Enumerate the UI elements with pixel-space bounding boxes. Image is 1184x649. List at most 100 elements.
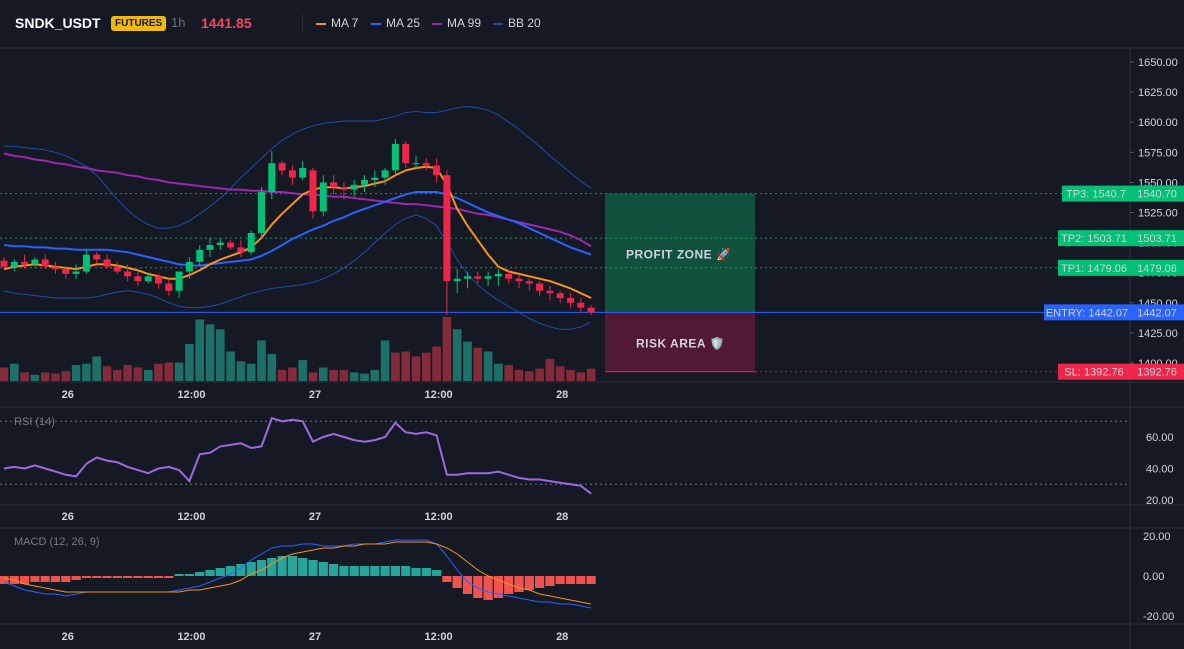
macd-histogram-bar — [0, 576, 9, 584]
macd-histogram-bar — [318, 562, 328, 576]
volume-bar — [360, 373, 369, 381]
macd-histogram-bar — [308, 560, 318, 576]
macd-histogram-bar — [236, 564, 246, 576]
volume-bar — [525, 371, 534, 381]
time-axis-label: 12:00 — [177, 631, 205, 643]
volume-bar — [514, 369, 524, 381]
level-tag-label: TP2: 1503.71 — [1061, 233, 1127, 245]
volume-bar — [226, 351, 235, 381]
volume-bar — [555, 366, 565, 381]
volume-bar — [288, 367, 297, 381]
volume-bar — [422, 352, 431, 381]
level-tag-label: SL: 1392.76 — [1064, 367, 1123, 379]
candle-body — [433, 165, 441, 176]
level-tag-box — [1058, 259, 1130, 276]
candle-body — [21, 261, 29, 265]
candle-body — [361, 179, 368, 185]
volume-bar — [494, 363, 503, 381]
risk-zone-label: RISK AREA 🛡️ — [636, 336, 725, 350]
legend-ma99[interactable]: MA 99 — [432, 16, 481, 30]
macd-histogram-bar — [524, 576, 534, 590]
candle-body — [515, 278, 523, 282]
volume-bar — [452, 329, 462, 381]
volume-bar — [10, 363, 19, 381]
volume-bar — [267, 353, 277, 381]
candle-body — [330, 182, 338, 188]
level-tag-box — [1058, 363, 1130, 380]
candle-body — [546, 290, 554, 294]
volume-bar — [61, 371, 71, 381]
level-tag-label: ENTRY: 1442.07 — [1046, 307, 1128, 319]
legend-bb20[interactable]: BB 20 — [493, 16, 541, 30]
bollinger-upper-band — [4, 105, 592, 229]
price-tick-label: 1575.00 — [1138, 147, 1178, 159]
interval-selector[interactable]: 1h — [171, 15, 186, 30]
candle-body — [474, 276, 482, 279]
candle-body — [340, 187, 348, 190]
candle-body — [505, 273, 513, 279]
macd-histogram-bar — [246, 562, 256, 576]
macd-histogram-bar — [462, 576, 473, 594]
level-price-label: 1442.07 — [1137, 307, 1177, 319]
level-tag-label: TP1: 1479.06 — [1061, 263, 1127, 275]
ma99-swatch — [432, 22, 442, 25]
candle-body — [227, 242, 235, 248]
macd-tick-label: -20.00 — [1143, 611, 1174, 623]
volume-bar — [411, 356, 421, 381]
macd-histogram-bar — [565, 576, 576, 584]
volume-bar — [257, 340, 266, 381]
volume-bar — [391, 352, 400, 381]
volume-bar — [380, 340, 390, 381]
candle-body — [278, 163, 286, 171]
candle-body — [247, 232, 255, 253]
macd-signal-line — [3, 541, 592, 605]
legend-ma7[interactable]: MA 7 — [316, 16, 358, 30]
candle-body — [165, 283, 173, 291]
macd-histogram-bar — [195, 572, 205, 576]
bollinger-lower-band — [3, 214, 592, 330]
candle-body — [72, 271, 80, 274]
macd-histogram-bar — [61, 576, 71, 582]
macd-histogram-bar — [545, 576, 555, 586]
volume-bar — [30, 374, 40, 381]
level-tag-box — [1058, 230, 1130, 247]
time-axis-label: 28 — [556, 511, 568, 523]
candle-body — [41, 259, 49, 267]
candle-body — [31, 259, 39, 265]
candle-body — [371, 177, 379, 180]
macd-histogram-bar — [50, 576, 61, 582]
legend-ma25[interactable]: MA 25 — [371, 16, 420, 30]
candle-body — [422, 163, 430, 166]
volume-bar — [298, 360, 307, 381]
volume-bar — [535, 368, 544, 381]
candle-body — [556, 293, 564, 298]
volume-bar — [349, 372, 359, 381]
level-price-label: 1503.71 — [1137, 233, 1177, 245]
level-tag-box — [1044, 304, 1130, 321]
symbol-name[interactable]: SNDK_USDT — [15, 15, 101, 31]
level-price-label: 1392.76 — [1137, 367, 1177, 379]
price-tick-label: 1600.00 — [1138, 117, 1178, 129]
ma25-line — [3, 191, 592, 267]
candle-body — [52, 266, 59, 270]
macd-histogram-bar — [329, 564, 339, 576]
macd-histogram-bar — [71, 576, 81, 580]
macd-histogram-bar — [143, 576, 153, 578]
macd-histogram-bar — [277, 556, 287, 576]
volume-bar — [504, 365, 513, 381]
candle-body — [82, 254, 90, 272]
volume-bar — [319, 367, 328, 381]
candle-body — [567, 297, 574, 303]
macd-histogram-bar — [349, 566, 359, 576]
legend-ma7-label: MA 7 — [331, 16, 359, 30]
candle-body — [587, 307, 595, 313]
macd-histogram-bar — [555, 576, 565, 584]
volume-bar — [339, 369, 349, 381]
macd-histogram-bar — [30, 576, 40, 582]
macd-histogram-bar — [205, 570, 215, 576]
candle-body — [494, 273, 502, 277]
volume-bar — [133, 367, 143, 381]
time-axis-label: 27 — [309, 631, 321, 643]
time-axis-label: 26 — [62, 389, 74, 401]
